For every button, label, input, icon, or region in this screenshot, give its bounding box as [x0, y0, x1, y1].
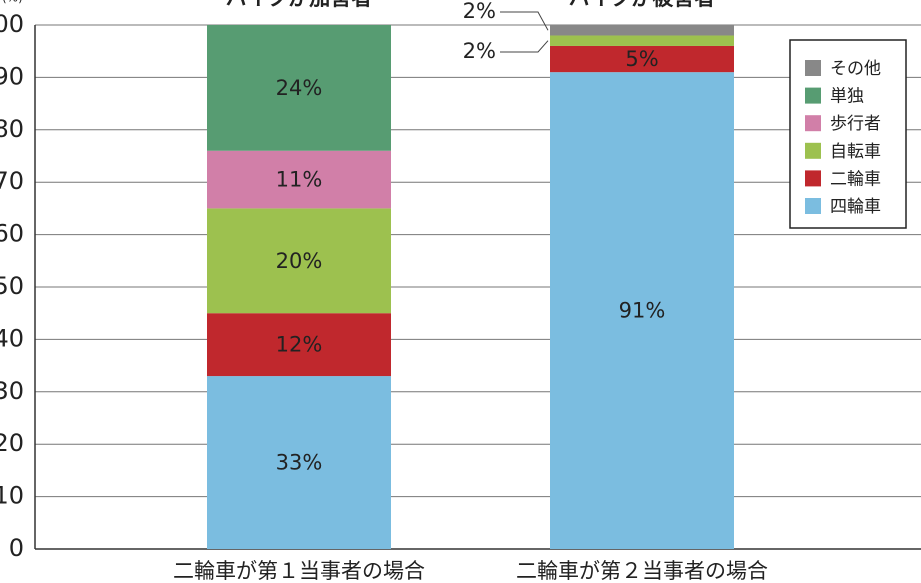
y-tick-label: 30	[0, 377, 24, 405]
legend-swatch	[805, 87, 821, 104]
value-label: 24%	[276, 76, 323, 100]
y-tick-label: 10	[0, 482, 24, 510]
bar-segment	[207, 208, 391, 314]
value-label: 91%	[619, 299, 666, 323]
legend-swatch	[805, 142, 821, 159]
legend-label: 単独	[830, 87, 864, 107]
y-tick-label: 90	[0, 62, 24, 90]
legend-label: 四輪車	[830, 197, 881, 217]
value-label: 20%	[276, 249, 323, 273]
value-label: 5%	[625, 47, 658, 71]
bar-segment	[207, 150, 391, 209]
legend-swatch	[805, 170, 821, 187]
bar-segment	[207, 25, 391, 151]
bar-segment	[550, 35, 734, 46]
legend: 四輪車 二輪車 自転車 歩行者 単独 その他	[789, 39, 907, 229]
value-label: 33%	[276, 451, 323, 475]
value-label: 2%	[463, 0, 496, 23]
y-tick-label: 0	[9, 534, 24, 562]
legend-label: 歩行者	[830, 114, 881, 134]
leader-line	[500, 40, 549, 53]
x-tick-label: 二輪車が第１当事者の場合	[173, 559, 425, 583]
y-tick-label: 50	[0, 272, 24, 300]
bar-segment	[207, 313, 391, 377]
legend-box	[789, 39, 907, 229]
bar-title: バイクが被害者	[569, 0, 716, 10]
legend-label: その他	[830, 59, 881, 79]
y-tick-label: 80	[0, 115, 24, 143]
legend-swatch	[805, 115, 821, 132]
bar-title: バイクが加害者	[226, 0, 373, 10]
bar-segment	[550, 25, 734, 36]
bar-segment	[550, 72, 734, 549]
bar-segment	[550, 45, 734, 73]
y-tick-label: 60	[0, 220, 24, 248]
y-tick-label: 100	[0, 10, 24, 38]
value-label: 12%	[276, 333, 323, 357]
y-tick-label: 20	[0, 429, 24, 457]
value-label: 2%	[463, 39, 496, 63]
legend-swatch	[805, 60, 821, 76]
legend-swatch	[805, 198, 821, 214]
y-tick-label: 70	[0, 167, 24, 195]
y-unit: (%)	[2, 0, 23, 5]
value-label: 11%	[276, 168, 323, 192]
x-tick-label: 二輪車が第２当事者の場合	[516, 559, 768, 583]
y-tick-label: 40	[0, 324, 24, 352]
leader-line	[500, 11, 549, 31]
bar-segment	[207, 376, 391, 549]
legend-label: 二輪車	[830, 169, 881, 189]
legend-label: 自転車	[830, 142, 881, 162]
